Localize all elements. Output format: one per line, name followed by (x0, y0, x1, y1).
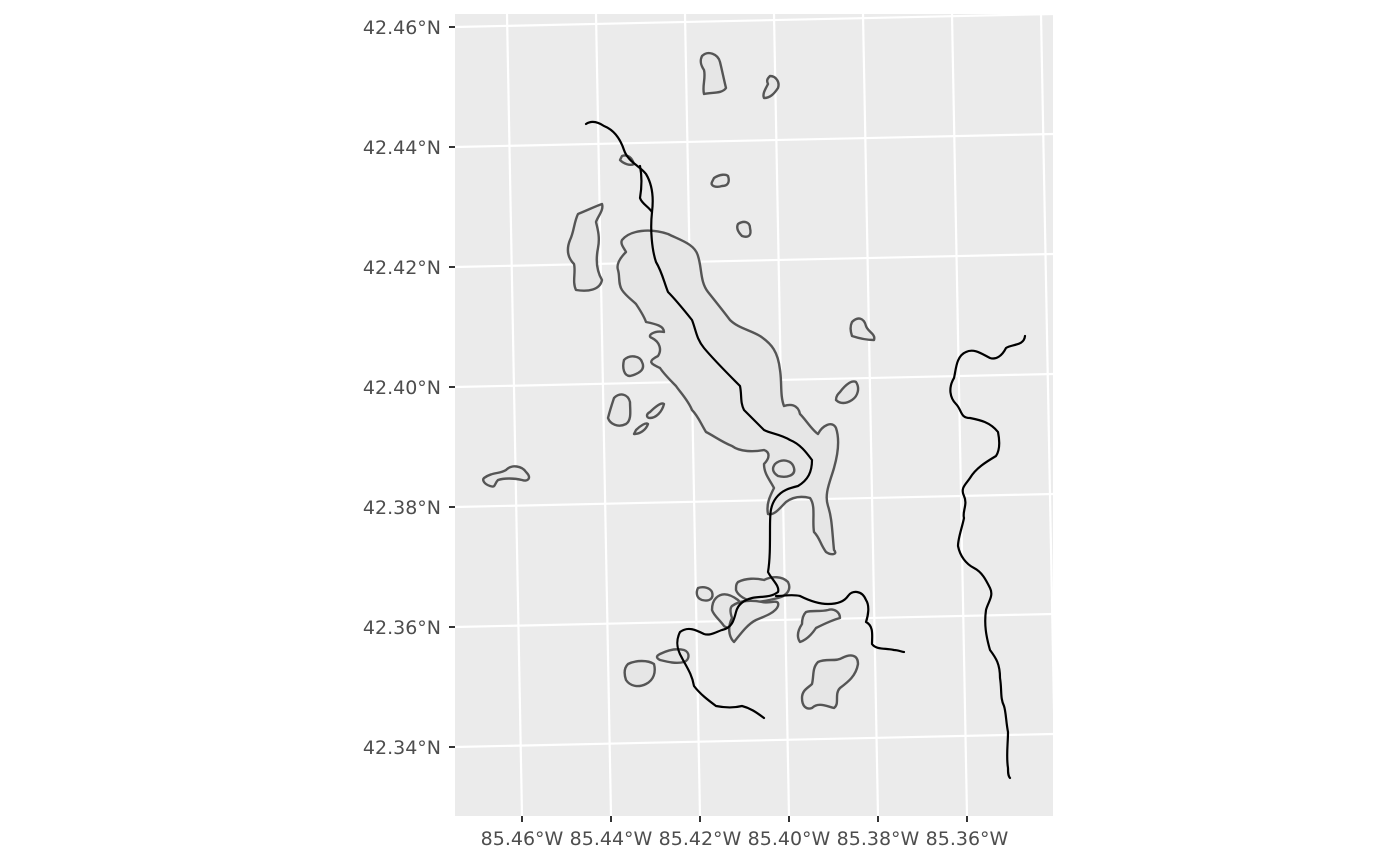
small-lake (771, 459, 796, 478)
latitude-label: 42.44°N (363, 137, 441, 159)
lon-gridline (1039, 14, 1053, 715)
longitude-label: 85.40°W (748, 828, 831, 850)
small-lake (736, 220, 752, 238)
longitude-label: 85.38°W (837, 828, 920, 850)
small-lake (606, 393, 632, 427)
lon-gridline (505, 14, 524, 816)
longitude-label: 85.44°W (570, 828, 653, 850)
small-lake (849, 317, 876, 342)
lon-gridline (861, 14, 880, 816)
small-lake (728, 599, 780, 644)
lat-gridline (455, 732, 1053, 749)
small-lake (800, 654, 860, 710)
lat-gridline (455, 14, 1053, 29)
small-lake (482, 465, 531, 488)
small-lake (834, 380, 860, 405)
small-lake (632, 422, 650, 436)
small-lake (699, 51, 728, 96)
small-lake (622, 355, 645, 378)
longitude-label: 85.36°W (926, 828, 1009, 850)
south-river (774, 590, 906, 654)
small-lake (623, 659, 656, 688)
lakes-layer (482, 51, 876, 710)
longitude-label: 85.42°W (659, 828, 742, 850)
main-river (584, 120, 814, 720)
y-axis: 42.46°N 42.44°N 42.42°N 42.40°N 42.38°N … (363, 17, 455, 759)
latitude-label: 42.46°N (363, 17, 441, 39)
rivers-layer (584, 120, 1027, 780)
latitude-label: 42.34°N (363, 737, 441, 759)
x-axis: 85.46°W 85.44°W 85.42°W 85.40°W 85.38°W … (481, 816, 1009, 850)
lon-gridline (683, 14, 702, 816)
small-lake (695, 586, 714, 602)
latitude-label: 42.38°N (363, 497, 441, 519)
small-lake (796, 608, 842, 644)
small-lake (566, 202, 604, 292)
lat-gridline (455, 252, 1053, 269)
latitude-label: 42.36°N (363, 617, 441, 639)
lon-gridline (950, 14, 969, 816)
small-lake (710, 173, 730, 188)
small-lake (645, 402, 666, 420)
longitude-label: 85.46°W (481, 828, 564, 850)
small-lake (762, 74, 780, 100)
lat-gridline (455, 492, 1053, 509)
east-river (949, 334, 1027, 780)
latitude-label: 42.42°N (363, 257, 441, 279)
latitude-label: 42.40°N (363, 377, 441, 399)
branch-river (638, 164, 654, 214)
lon-gridline (594, 14, 613, 816)
